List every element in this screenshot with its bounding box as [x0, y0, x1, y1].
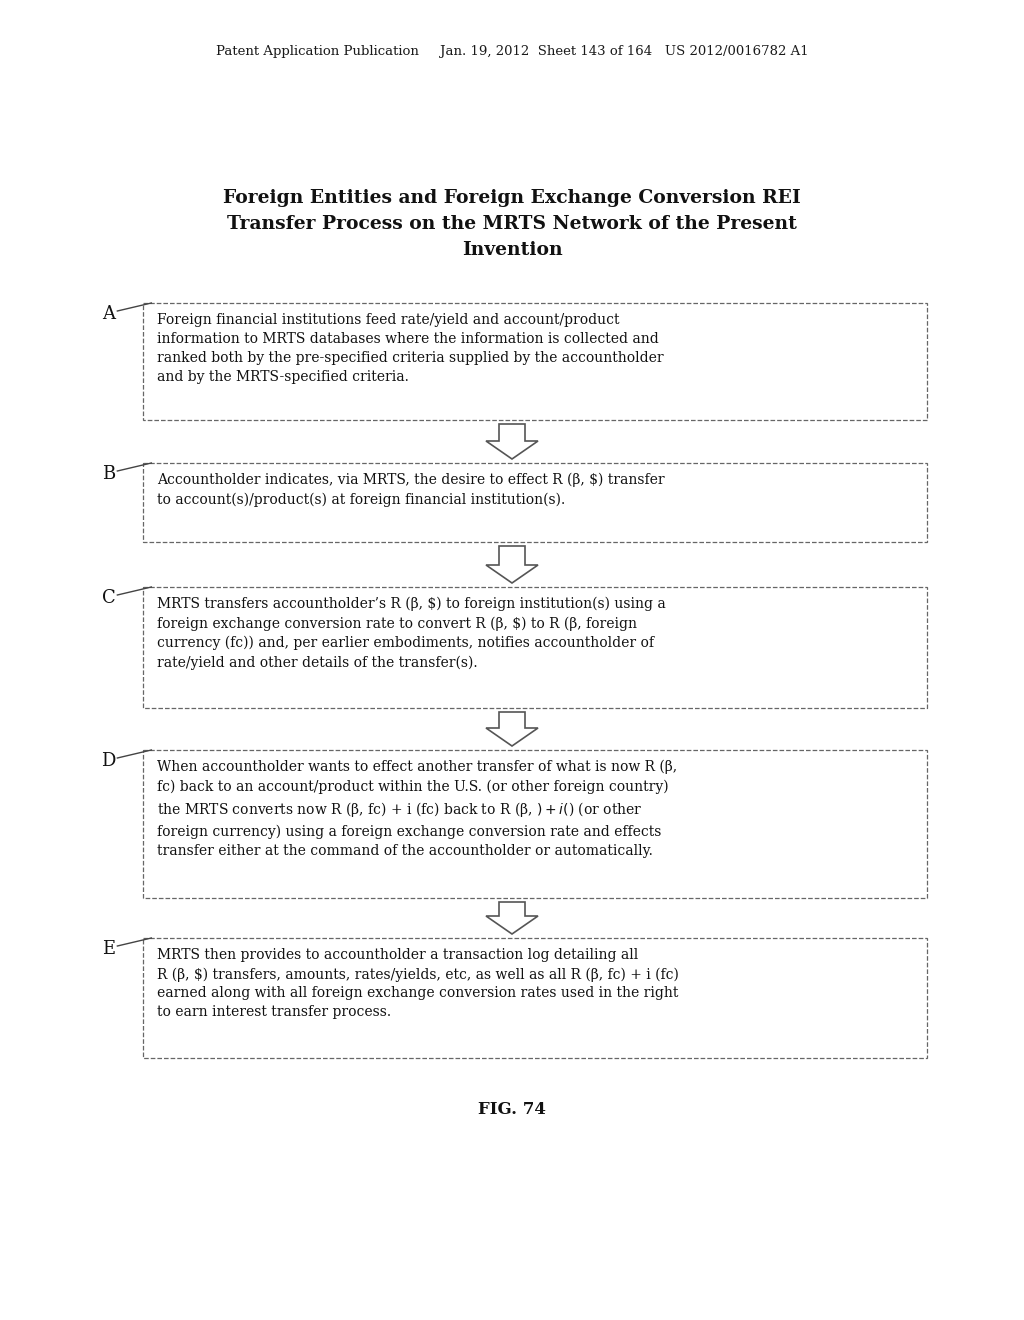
- Text: E: E: [102, 940, 116, 958]
- Text: When accountholder wants to effect another transfer of what is now R (β,
fc) bac: When accountholder wants to effect anoth…: [158, 760, 678, 858]
- Text: Foreign Entities and Foreign Exchange Conversion REI: Foreign Entities and Foreign Exchange Co…: [223, 189, 801, 207]
- Polygon shape: [486, 711, 538, 746]
- Bar: [143, 750, 927, 898]
- Polygon shape: [486, 902, 538, 935]
- Text: MRTS then provides to accountholder a transaction log detailing all
R (β, $) tra: MRTS then provides to accountholder a tr…: [158, 948, 679, 1019]
- Text: MRTS transfers accountholder’s R (β, $) to foreign institution(s) using a
foreig: MRTS transfers accountholder’s R (β, $) …: [158, 597, 666, 671]
- Text: Transfer Process on the MRTS Network of the Present: Transfer Process on the MRTS Network of …: [227, 215, 797, 234]
- Text: A: A: [102, 305, 116, 323]
- Text: Patent Application Publication     Jan. 19, 2012  Sheet 143 of 164   US 2012/001: Patent Application Publication Jan. 19, …: [216, 45, 808, 58]
- Text: D: D: [101, 752, 116, 770]
- Text: Invention: Invention: [462, 242, 562, 259]
- Text: FIG. 74: FIG. 74: [478, 1101, 546, 1118]
- Bar: [143, 304, 927, 420]
- Polygon shape: [486, 546, 538, 583]
- Text: C: C: [101, 589, 116, 607]
- Text: Foreign financial institutions feed rate/yield and account/product
information t: Foreign financial institutions feed rate…: [158, 313, 664, 384]
- Bar: [143, 939, 927, 1059]
- Text: B: B: [102, 465, 116, 483]
- Text: Accountholder indicates, via MRTS, the desire to effect R (β, $) transfer
to acc: Accountholder indicates, via MRTS, the d…: [158, 473, 665, 507]
- Polygon shape: [486, 424, 538, 459]
- Bar: [143, 587, 927, 708]
- Bar: [143, 463, 927, 543]
